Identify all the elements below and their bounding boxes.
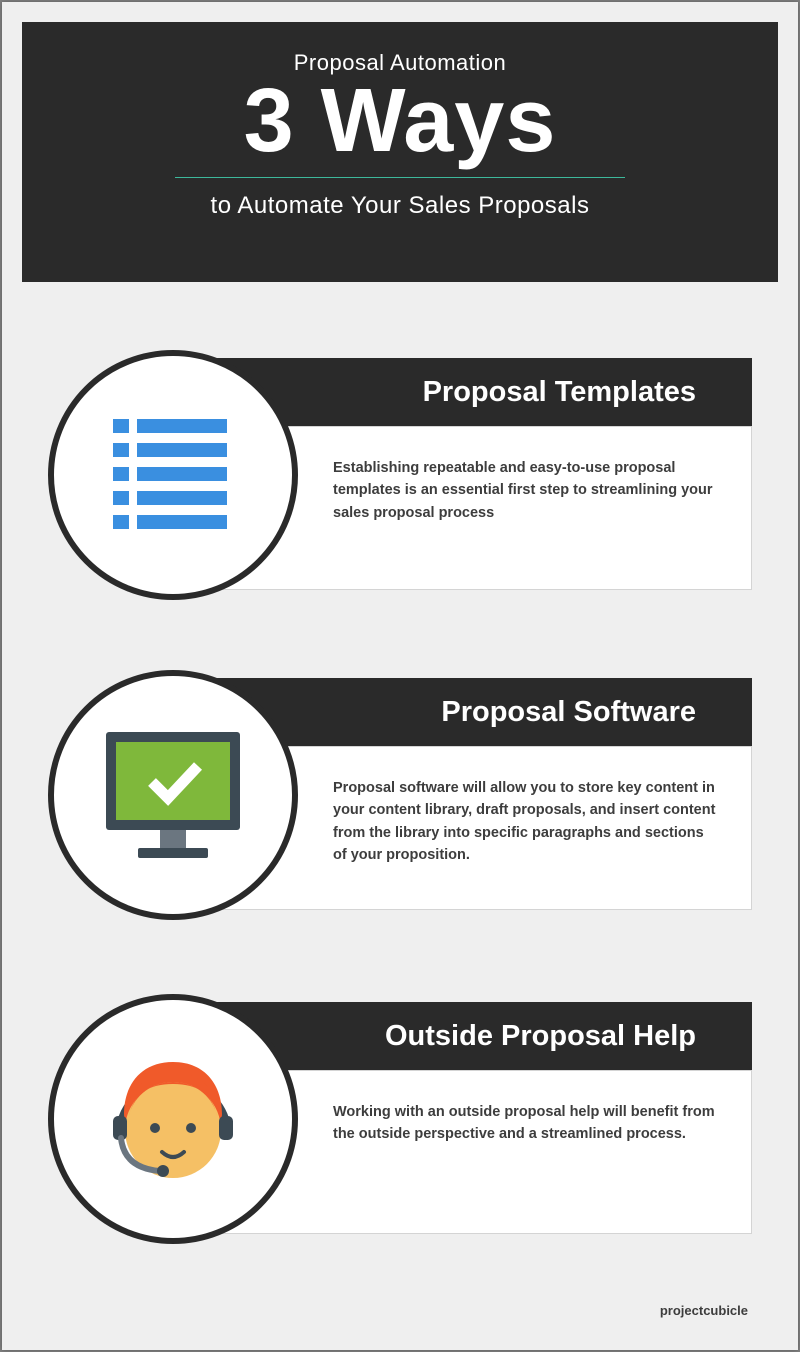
footer-credit: projectcubicle — [660, 1303, 748, 1318]
card-outside-help: Outside Proposal Help Working with an ou… — [52, 1002, 752, 1234]
header-sub: to Automate Your Sales Proposals — [22, 192, 778, 220]
card-body-text: Proposal software will allow you to stor… — [333, 780, 715, 863]
page-frame: Proposal Automation 3 Ways to Automate Y… — [2, 2, 798, 1350]
card-body-text: Establishing repeatable and easy-to-use … — [333, 460, 713, 521]
card-icon-circle — [48, 670, 298, 920]
monitor-check-icon — [88, 710, 258, 880]
card-templates: Proposal Templates Establishing repeatab… — [52, 358, 752, 590]
header-main: 3 Ways — [22, 70, 778, 173]
header-divider — [175, 177, 625, 178]
card-body-text: Working with an outside proposal help wi… — [333, 1104, 715, 1142]
card-icon-circle — [48, 350, 298, 600]
card-icon-circle — [48, 994, 298, 1244]
card-title-text: Proposal Software — [441, 696, 696, 729]
card-software: Proposal Software Proposal software will… — [52, 678, 752, 910]
headset-person-icon — [88, 1034, 258, 1204]
card-title-text: Proposal Templates — [423, 376, 696, 409]
card-title-text: Outside Proposal Help — [385, 1020, 696, 1053]
header: Proposal Automation 3 Ways to Automate Y… — [22, 22, 778, 282]
list-icon — [103, 405, 243, 545]
